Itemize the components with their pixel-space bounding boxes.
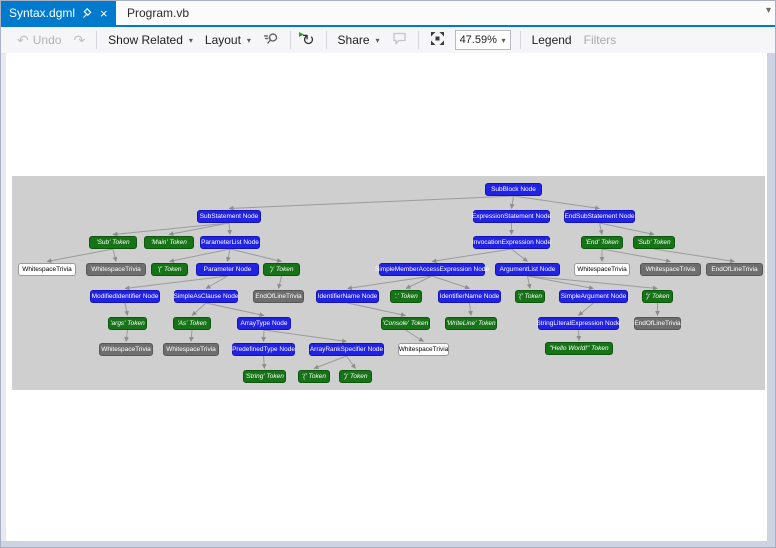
refresh-icon: ↻: [301, 31, 315, 49]
refresh-layout-button[interactable]: ↻: [296, 30, 321, 51]
graph-node-trivia[interactable]: EndOfLineTrivia: [634, 317, 681, 330]
graph-node-token[interactable]: '(' Token: [151, 263, 188, 276]
pin-icon[interactable]: [82, 7, 93, 19]
document-surface: SubBlock Node SubStatement Node Expression…: [6, 53, 767, 541]
graph-node-trivia[interactable]: WhitespaceTrivia: [163, 343, 219, 356]
active-document-accent-line: [1, 25, 775, 27]
graph-node-token[interactable]: '.' Token: [390, 290, 422, 303]
redo-icon: ↷: [73, 32, 86, 48]
graph-node-node[interactable]: ParameterList Node: [200, 236, 260, 249]
graph-node-token[interactable]: 'WriteLine' Token: [445, 317, 497, 330]
graph-node-node[interactable]: SimpleAsClause Node: [173, 290, 239, 303]
layout-label: Layout: [204, 33, 241, 47]
graph-node-node[interactable]: SimpleArgument Node: [559, 290, 628, 303]
graph-node-trivia[interactable]: WhitespaceTrivia: [86, 263, 146, 276]
graph-node-token[interactable]: '(' Token: [515, 290, 545, 303]
show-related-label: Show Related: [108, 33, 183, 47]
chevron-down-icon: ▾: [246, 35, 251, 45]
magnifier-icon: [263, 32, 279, 49]
graph-node-node[interactable]: IdentifierName Node: [438, 290, 501, 303]
graph-node-ws[interactable]: WhitespaceTrivia: [398, 343, 449, 356]
graph-node-token[interactable]: ')' Token: [263, 263, 300, 276]
close-icon[interactable]: ×: [100, 5, 108, 21]
graph-node-node[interactable]: SubStatement Node: [197, 210, 261, 223]
graph-node-token[interactable]: ')' Token: [339, 370, 372, 383]
graph-node-node[interactable]: SubBlock Node: [485, 183, 542, 196]
zoom-fit-button[interactable]: [424, 28, 451, 52]
graph-node-node[interactable]: ArrayType Node: [237, 317, 291, 330]
document-tab-strip: Syntax.dgml × Program.vb ▾: [1, 1, 775, 25]
chevron-down-icon: ▾: [501, 35, 506, 45]
filters-label: Filters: [583, 33, 617, 47]
graph-node-token[interactable]: '(' Token: [298, 370, 330, 383]
toolbar-separator: [519, 31, 521, 49]
share-label: Share: [337, 33, 370, 47]
filters-button[interactable]: Filters: [578, 30, 623, 50]
chevron-down-icon: ▾: [188, 35, 193, 45]
graph-node-node[interactable]: InvocationExpression Node: [472, 236, 551, 249]
graph-node-token[interactable]: 'Sub' Token: [633, 236, 675, 249]
shell-border-bottom: [1, 541, 775, 547]
legend-label: Legend: [531, 33, 572, 47]
layout-button[interactable]: Layout ▾: [199, 30, 257, 50]
zoom-level-select[interactable]: 47.59% ▾: [454, 30, 511, 50]
chevron-down-icon: ▾: [375, 35, 380, 45]
edge-layer: [46, 195, 735, 370]
graph-node-ws[interactable]: WhitespaceTrivia: [574, 263, 630, 276]
undo-label: Undo: [32, 33, 62, 47]
graph-node-trivia[interactable]: EndOfLineTrivia: [706, 263, 763, 276]
undo-button[interactable]: ↶ Undo: [11, 30, 67, 50]
graph-node-node[interactable]: IdentifierName Node: [316, 290, 379, 303]
graph-node-token[interactable]: ')' Token: [642, 290, 673, 303]
shell-border-right: [765, 53, 775, 541]
tab-list-chevron-down-icon[interactable]: ▾: [765, 5, 771, 16]
graph-node-trivia[interactable]: WhitespaceTrivia: [640, 263, 701, 276]
graph-node-token[interactable]: "Hello World!" Token: [545, 342, 613, 355]
graph-node-node[interactable]: SimpleMemberAccessExpression Node: [375, 263, 489, 276]
graph-node-node[interactable]: ModifiedIdentifier Node: [90, 290, 160, 303]
refresh-accent-icon: [298, 31, 304, 37]
undo-icon: ↶: [17, 32, 29, 48]
graph-toolbar: ↶ Undo ↷ Show Related ▾ Layout ▾ ↻: [1, 27, 775, 54]
tab-label: Syntax.dgml: [9, 6, 76, 20]
tab-program-vb[interactable]: Program.vb: [119, 1, 197, 25]
toolbar-separator: [96, 31, 98, 49]
graph-canvas[interactable]: SubBlock Node SubStatement Node Expression…: [12, 176, 765, 390]
graph-node-node[interactable]: ArgumentList Node: [495, 263, 560, 276]
graph-node-token[interactable]: 'String' Token: [243, 370, 286, 383]
graph-node-ws[interactable]: WhitespaceTrivia: [18, 263, 76, 276]
graph-node-trivia[interactable]: WhitespaceTrivia: [99, 343, 153, 356]
graph-node-node[interactable]: ExpressionStatement Node: [472, 210, 551, 223]
graph-node-token[interactable]: 'Console' Token: [381, 317, 430, 330]
tab-syntax-dgml[interactable]: Syntax.dgml ×: [1, 1, 116, 25]
graph-node-node[interactable]: EndSubStatement Node: [564, 210, 635, 223]
show-related-button[interactable]: Show Related ▾: [102, 30, 199, 50]
graph-node-node[interactable]: ArrayRankSpecifier Node: [309, 343, 384, 356]
tab-label: Program.vb: [127, 6, 190, 20]
share-button[interactable]: Share ▾: [332, 30, 386, 50]
graph-node-token[interactable]: 'args' Token: [108, 317, 147, 330]
shell-border-left: [1, 53, 6, 541]
graph-node-node[interactable]: PredefinedType Node: [232, 343, 295, 356]
toolbar-separator: [417, 31, 419, 49]
graph-node-node[interactable]: Parameter Node: [196, 263, 259, 276]
comment-button[interactable]: [386, 29, 413, 51]
redo-button[interactable]: ↷: [67, 30, 91, 50]
graph-node-token[interactable]: 'Main' Token: [144, 236, 194, 249]
graph-node-token[interactable]: 'Sub' Token: [89, 236, 137, 249]
graph-node-node[interactable]: StringLiteralExpression Node: [536, 317, 621, 330]
graph-node-token[interactable]: 'As' Token: [173, 317, 211, 330]
zoom-level-value: 47.59%: [459, 34, 497, 46]
neighborhood-browse-button[interactable]: [257, 29, 285, 52]
zoom-fit-icon: [430, 31, 445, 49]
comment-icon: [392, 32, 407, 48]
toolbar-separator: [289, 31, 291, 49]
graph-node-token[interactable]: 'End' Token: [581, 236, 623, 249]
graph-node-trivia[interactable]: EndOfLineTrivia: [253, 290, 304, 303]
toolbar-separator: [325, 31, 327, 49]
legend-button[interactable]: Legend: [526, 30, 578, 50]
